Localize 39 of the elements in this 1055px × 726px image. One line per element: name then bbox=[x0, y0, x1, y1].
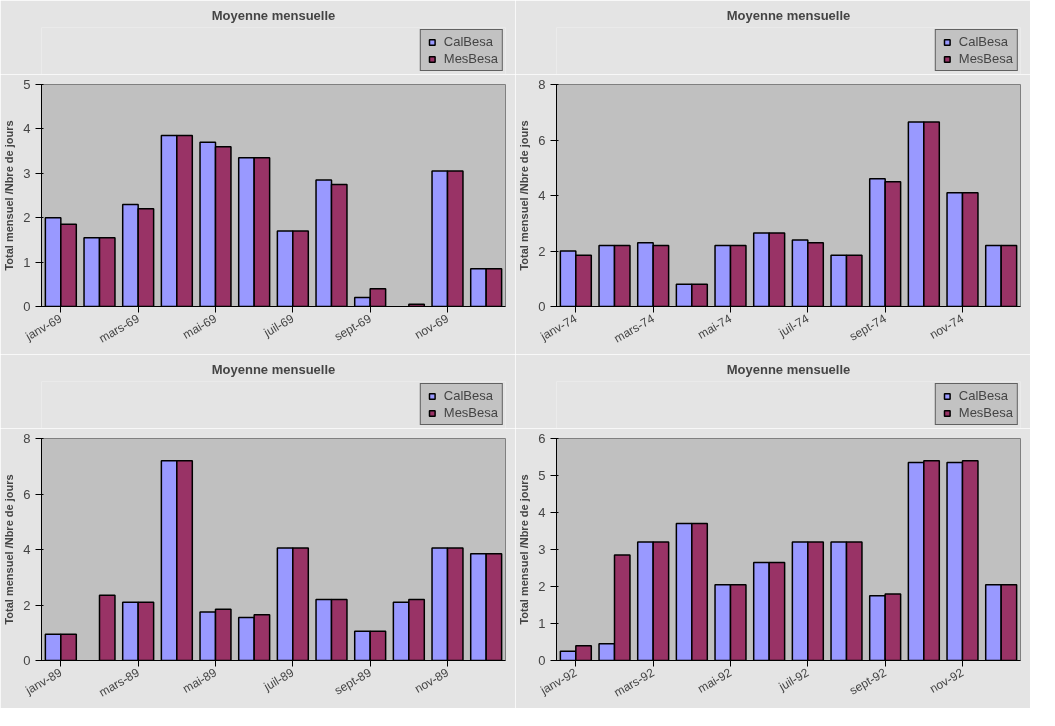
legend-label: MesBesa bbox=[443, 405, 498, 420]
y-tick-label: 4 bbox=[538, 188, 546, 203]
y-axis-title: Total mensuel /Nbre de jours bbox=[3, 120, 16, 271]
y-tick-label: 4 bbox=[23, 542, 31, 557]
y-tick-label: 0 bbox=[538, 653, 546, 668]
y-tick-label: 8 bbox=[538, 77, 546, 92]
chart-title: Moyenne mensuelle bbox=[211, 7, 336, 23]
chart-title: Moyenne mensuelle bbox=[726, 7, 851, 23]
y-tick-label: 2 bbox=[23, 597, 31, 613]
y-tick-label: 6 bbox=[538, 132, 546, 148]
y-tick-label: 2 bbox=[538, 243, 546, 259]
y-tick-label: 2 bbox=[23, 210, 31, 226]
y-tick-label: 5 bbox=[538, 468, 546, 483]
legend-label: CalBesa bbox=[958, 388, 1008, 403]
y-tick-label: 2 bbox=[538, 579, 546, 594]
legend-label: CalBesa bbox=[958, 34, 1008, 49]
y-tick-label: 4 bbox=[538, 505, 546, 520]
legend-label: CalBesa bbox=[443, 34, 493, 49]
y-tick-label: 6 bbox=[23, 486, 31, 502]
y-tick-label: 6 bbox=[538, 431, 546, 446]
chart-title: Moyenne mensuelle bbox=[726, 361, 851, 377]
legend-label: CalBesa bbox=[443, 388, 493, 403]
legend-label: MesBesa bbox=[958, 405, 1013, 420]
y-tick-label: 0 bbox=[23, 653, 31, 668]
legend-label: MesBesa bbox=[958, 51, 1013, 66]
y-tick-label: 0 bbox=[538, 299, 546, 314]
y-axis-title: Total mensuel /Nbre de jours bbox=[3, 474, 16, 625]
y-tick-label: 8 bbox=[23, 431, 31, 446]
y-tick-label: 5 bbox=[23, 77, 31, 92]
y-tick-label: 3 bbox=[538, 542, 546, 557]
y-axis-title: Total mensuel /Nbre de jours bbox=[518, 120, 531, 271]
y-tick-label: 1 bbox=[23, 254, 31, 270]
y-tick-label: 0 bbox=[23, 299, 31, 314]
y-tick-label: 4 bbox=[23, 121, 31, 137]
y-axis-title: Total mensuel /Nbre de jours bbox=[518, 474, 531, 625]
y-tick-label: 1 bbox=[538, 616, 546, 631]
legend-label: MesBesa bbox=[443, 51, 498, 66]
chart-title: Moyenne mensuelle bbox=[211, 361, 336, 377]
y-tick-label: 3 bbox=[23, 165, 31, 181]
